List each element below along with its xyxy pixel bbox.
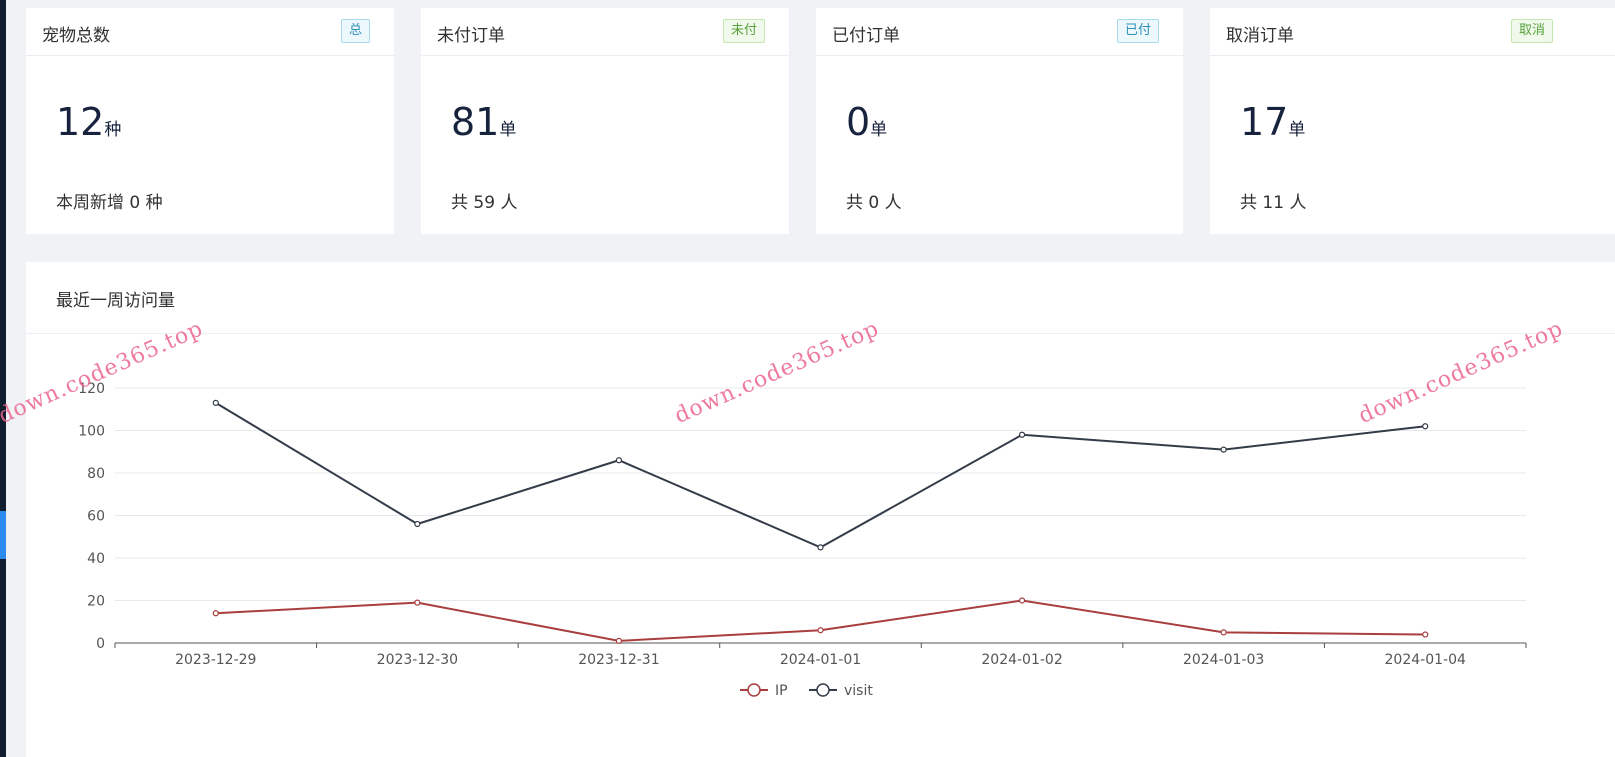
card-header: 取消订单 取消 xyxy=(1210,8,1615,56)
data-point xyxy=(1422,423,1429,430)
card-value: 81单 xyxy=(451,100,516,144)
legend-marker xyxy=(816,683,830,697)
data-point xyxy=(212,610,219,617)
card-number: 12 xyxy=(56,100,105,144)
x-tick-label: 2024-01-01 xyxy=(780,652,861,668)
card-number: 81 xyxy=(451,100,500,144)
chart-header: 最近一周访问量 xyxy=(26,262,1615,334)
data-point xyxy=(1018,431,1026,438)
line-chart: 0 20 40 60 80 100 120 2023-12-29 2023-12-30 2023-… xyxy=(78,381,1527,699)
card-number: 0 xyxy=(846,100,871,144)
y-tick-label: 120 xyxy=(78,381,105,397)
y-tick-label: 40 xyxy=(87,551,105,567)
card-unpaid-orders: 未付订单 未付 81单 共 59 人 xyxy=(421,8,789,234)
data-point xyxy=(414,599,421,606)
data-point xyxy=(1220,446,1227,453)
data-point xyxy=(212,399,219,406)
x-tick-label: 2024-01-04 xyxy=(1385,652,1466,668)
card-header: 未付订单 未付 xyxy=(421,8,789,56)
y-tick-label: 0 xyxy=(96,636,105,652)
card-tag: 未付 xyxy=(722,19,765,43)
visits-chart-card: 最近一周访问量 0 20 40 60 80 100 120 2023-12-29 2023-12… xyxy=(26,262,1615,757)
card-tag: 已付 xyxy=(1116,19,1159,43)
x-tick-label: 2023-12-30 xyxy=(377,652,458,668)
card-unit: 单 xyxy=(499,120,517,140)
card-subtitle: 共 11 人 xyxy=(1240,193,1307,213)
card-cancelled-orders: 取消订单 取消 17单 共 11 人 xyxy=(1210,8,1615,234)
x-tick-label: 2024-01-02 xyxy=(981,652,1062,668)
card-header: 已付订单 已付 xyxy=(816,8,1183,56)
card-unit: 单 xyxy=(870,120,888,140)
y-tick-label: 60 xyxy=(87,509,105,525)
chart-title: 最近一周访问量 xyxy=(56,291,175,311)
sidebar-active-indicator[interactable] xyxy=(0,511,6,559)
legend-label: IP xyxy=(775,683,788,699)
card-title: 已付订单 xyxy=(832,26,900,46)
x-tick-label: 2023-12-29 xyxy=(175,652,256,668)
card-unit: 种 xyxy=(104,120,122,140)
data-point xyxy=(817,627,824,634)
data-point xyxy=(817,544,824,551)
card-value: 12种 xyxy=(56,100,121,144)
card-title: 取消订单 xyxy=(1226,26,1294,46)
series-line-ip xyxy=(215,599,1426,642)
card-header: 宠物总数 总 xyxy=(26,8,394,56)
data-point xyxy=(414,520,421,528)
card-subtitle: 本周新增 0 种 xyxy=(56,193,163,213)
y-tick-label: 80 xyxy=(87,466,105,482)
card-subtitle: 共 0 人 xyxy=(846,193,902,213)
card-unit: 单 xyxy=(1288,120,1306,140)
x-tick-label: 2024-01-03 xyxy=(1183,652,1264,668)
card-paid-orders: 已付订单 已付 0单 共 0 人 xyxy=(816,8,1183,234)
legend-marker xyxy=(747,683,761,697)
data-point xyxy=(1220,629,1227,636)
series-line-visit xyxy=(215,402,1426,549)
card-value: 17单 xyxy=(1240,100,1305,144)
y-tick-label: 20 xyxy=(87,594,105,610)
card-pet-total: 宠物总数 总 12种 本周新增 0 种 xyxy=(26,8,394,234)
data-point xyxy=(1018,597,1026,604)
y-tick-label: 100 xyxy=(78,424,105,440)
legend-label: visit xyxy=(844,683,873,699)
data-point xyxy=(615,637,623,644)
card-value: 0单 xyxy=(846,100,887,144)
card-number: 17 xyxy=(1240,100,1289,144)
card-tag: 取消 xyxy=(1510,19,1553,43)
x-tick-label: 2023-12-31 xyxy=(578,652,659,668)
sidebar-edge xyxy=(0,0,6,757)
data-point xyxy=(1422,631,1429,638)
card-tag: 总 xyxy=(340,19,370,43)
data-point xyxy=(615,457,623,464)
card-title: 宠物总数 xyxy=(42,26,110,46)
card-subtitle: 共 59 人 xyxy=(451,193,518,213)
card-title: 未付订单 xyxy=(437,26,505,46)
